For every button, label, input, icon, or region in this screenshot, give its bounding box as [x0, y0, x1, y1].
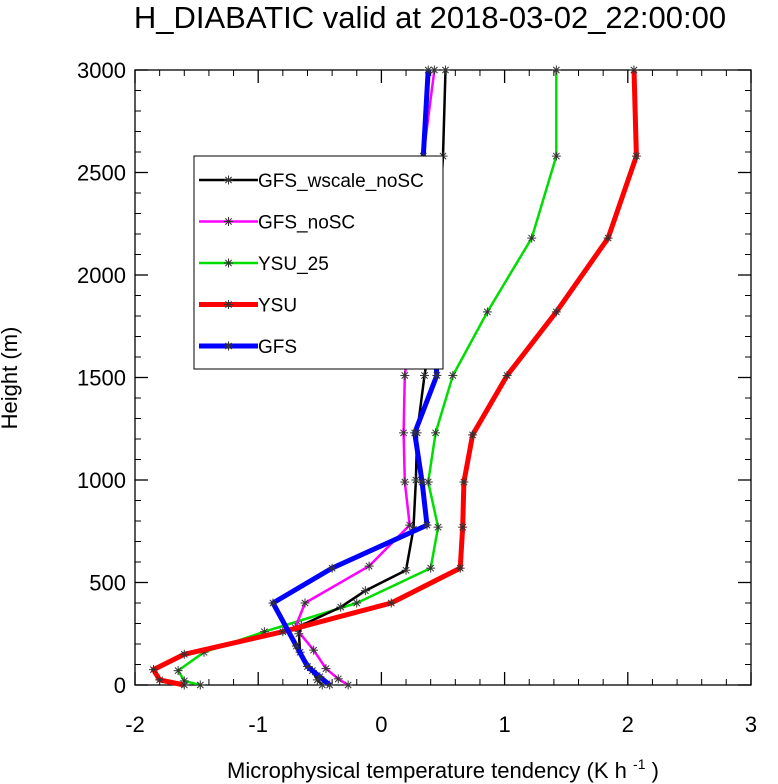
data-point [173, 666, 183, 676]
data-point [179, 680, 189, 690]
y-tick-label: 3000 [77, 58, 126, 83]
x-tick-label: -1 [248, 712, 268, 737]
y-tick-label: 1500 [77, 366, 126, 391]
x-tick-label: 0 [375, 712, 387, 737]
data-point [420, 370, 430, 380]
data-point [468, 430, 478, 440]
data-point [417, 477, 427, 487]
legend-item: GFS [199, 337, 297, 358]
data-point [429, 65, 439, 75]
y-tick-label: 500 [89, 571, 126, 596]
data-point [400, 477, 410, 487]
data-point [352, 598, 362, 608]
data-point [343, 680, 353, 690]
data-point [432, 370, 442, 380]
data-point [327, 563, 337, 573]
x-axis-label-text: Microphysical temperature tendency (K h [227, 758, 627, 783]
data-point [502, 370, 512, 380]
legend-item: YSU [199, 296, 297, 317]
data-point [631, 151, 641, 161]
data-point [401, 565, 411, 575]
x-tick-labels: -2 -1 0 1 2 3 [125, 712, 757, 737]
data-point [411, 475, 421, 485]
chart-title: H_DIABATIC valid at 2018-03-02_22:00:00 [134, 0, 726, 35]
axis-ticks [134, 69, 752, 686]
data-point [551, 65, 561, 75]
data-point [448, 370, 458, 380]
y-axis-label: Height (m) [0, 327, 22, 430]
legend-marker [224, 300, 233, 309]
data-point [179, 649, 189, 659]
data-point [440, 65, 450, 75]
data-point [426, 563, 436, 573]
data-point [325, 680, 335, 690]
legend-marker [224, 341, 233, 351]
legend-marker [224, 217, 233, 226]
data-point [321, 664, 331, 674]
legend-item: YSU_25 [199, 254, 329, 275]
data-point [433, 522, 443, 532]
x-tick-label: 2 [622, 712, 634, 737]
data-point [195, 680, 205, 690]
data-point [291, 641, 301, 651]
series-YSU [148, 65, 641, 690]
y-tick-labels: 0 500 1000 1500 2000 2500 3000 [77, 58, 126, 698]
data-point [423, 65, 433, 75]
data-point [309, 645, 319, 655]
data-point [482, 307, 492, 317]
data-point [148, 665, 158, 675]
data-point [551, 151, 561, 161]
data-point [386, 598, 396, 608]
x-axis-label-superscript: -1 [633, 756, 646, 772]
legend-item: GFS_noSC [199, 213, 355, 234]
data-point [458, 522, 468, 532]
data-point [315, 672, 325, 682]
data-point [455, 563, 465, 573]
y-tick-label: 2500 [77, 161, 126, 186]
data-point [333, 674, 343, 684]
data-point [431, 428, 441, 438]
legend-marker [224, 175, 233, 185]
data-point [268, 598, 278, 608]
data-point [400, 370, 410, 380]
legend-marker [224, 258, 233, 268]
data-point [300, 598, 310, 608]
data-point [294, 629, 304, 639]
x-axis-label-end: ) [652, 758, 659, 783]
data-point [603, 233, 613, 243]
y-tick-label: 0 [114, 673, 126, 698]
x-tick-label: 3 [745, 712, 757, 737]
x-tick-label: 1 [498, 712, 510, 737]
legend-label: YSU_25 [258, 254, 329, 275]
data-point [527, 233, 537, 243]
data-point [364, 561, 374, 571]
data-point [410, 428, 420, 438]
y-tick-label: 2000 [77, 263, 126, 288]
data-point [422, 520, 432, 530]
legend-items: GFS_wscale_noSC GFS_noSC YSU_25 YSU GFS [199, 171, 424, 358]
legend-label: YSU [258, 296, 297, 317]
y-tick-label: 1000 [77, 468, 126, 493]
legend-label: GFS [258, 337, 297, 358]
legend: GFS_wscale_noSC GFS_noSC YSU_25 YSU GFS [193, 155, 444, 370]
data-point [155, 675, 165, 685]
data-point [459, 477, 469, 487]
data-point [629, 65, 639, 75]
x-tick-label: -2 [125, 712, 145, 737]
legend-label: GFS_noSC [258, 213, 355, 234]
x-axis-label: Microphysical temperature tendency (K h … [227, 749, 659, 783]
legend-label: GFS_wscale_noSC [258, 171, 424, 192]
data-point [551, 307, 561, 317]
series-lines [148, 65, 641, 690]
data-point [360, 586, 370, 596]
legend-item: GFS_wscale_noSC [199, 171, 424, 192]
data-point [336, 602, 346, 612]
data-point [399, 428, 409, 438]
data-point [302, 662, 312, 672]
